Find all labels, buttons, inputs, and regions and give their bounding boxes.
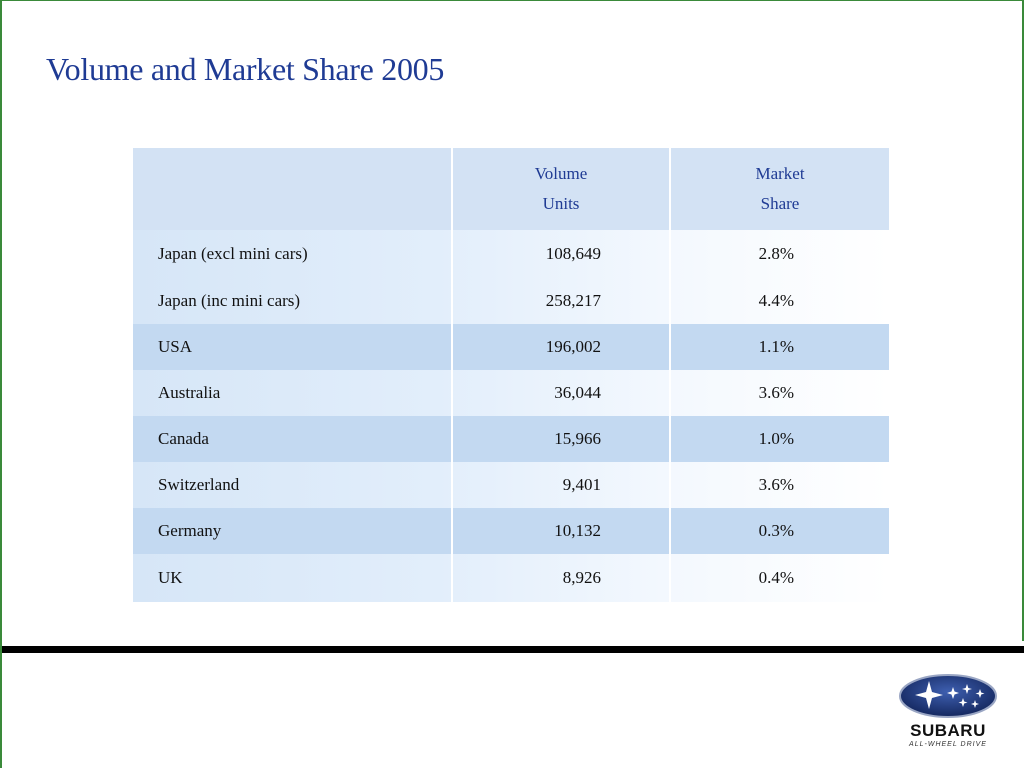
cell-share: 0.3%	[670, 508, 889, 554]
cell-share: 0.4%	[758, 568, 794, 587]
cell-volume: 10,132	[452, 508, 671, 554]
header-volume-line2: Units	[542, 194, 580, 213]
table-row: Australia 36,044 3.6%	[133, 370, 889, 416]
cell-share: 2.8%	[758, 244, 794, 263]
cell-country: Switzerland	[133, 462, 453, 508]
header-volume: Volume Units	[452, 148, 671, 230]
cell-share: 4.4%	[758, 291, 794, 310]
footer-divider	[2, 646, 1024, 653]
cell-share: 1.1%	[670, 324, 889, 370]
table-row: Germany 10,132 0.3%	[133, 508, 889, 554]
subaru-stars-icon	[899, 674, 997, 718]
header-country	[133, 148, 453, 230]
cell-volume: 8,926	[452, 554, 671, 602]
table-row: Canada 15,966 1.0%	[133, 416, 889, 462]
cell-share: 3.6%	[758, 475, 794, 494]
table-row: Japan (inc mini cars) 258,217 4.4%	[133, 278, 889, 324]
cell-share: 1.0%	[670, 416, 889, 462]
header-share-line1: Market	[755, 164, 805, 183]
table-row: USA 196,002 1.1%	[133, 324, 889, 370]
cell-country: Japan (excl mini cars)	[133, 230, 453, 278]
table-row: Japan (excl mini cars) 108,649 2.8%	[133, 230, 889, 278]
logo-wordmark: SUBARU	[910, 721, 986, 740]
cell-volume: 36,044	[452, 370, 671, 416]
slide-title: Volume and Market Share 2005	[46, 51, 445, 87]
table-header-row: Volume Units Market Share	[133, 148, 889, 230]
cell-volume: 196,002	[452, 324, 671, 370]
cell-country: Japan (inc mini cars)	[133, 278, 453, 324]
header-volume-line1: Volume	[534, 164, 588, 183]
market-share-table: Volume Units Market Share Japan (excl mi…	[133, 148, 889, 602]
cell-country: UK	[133, 554, 453, 602]
cell-share: 3.6%	[758, 383, 794, 402]
cell-volume: 9,401	[452, 462, 671, 508]
cell-volume: 258,217	[452, 278, 671, 324]
cell-volume: 15,966	[452, 416, 671, 462]
cell-country: Australia	[133, 370, 453, 416]
subaru-logo: SUBARU ALL-WHEEL DRIVE	[895, 673, 1001, 753]
table-row: Switzerland 9,401 3.6%	[133, 462, 889, 508]
table-row: UK 8,926 0.4%	[133, 554, 889, 602]
header-market-share: Market Share	[670, 148, 889, 230]
cell-country: USA	[133, 324, 453, 370]
logo-tagline: ALL-WHEEL DRIVE	[909, 741, 987, 748]
header-share-line2: Share	[760, 194, 800, 213]
cell-volume: 108,649	[452, 230, 671, 278]
cell-country: Germany	[133, 508, 453, 554]
cell-country: Canada	[133, 416, 453, 462]
